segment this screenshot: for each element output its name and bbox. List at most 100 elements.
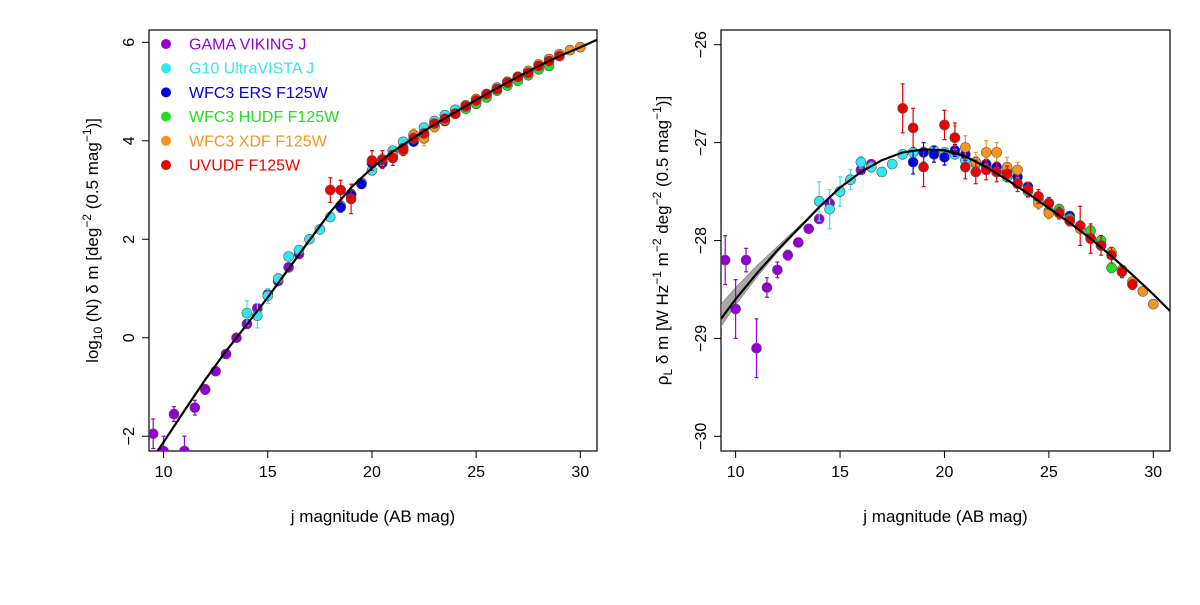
y-axis-title-part: L bbox=[661, 369, 675, 376]
y-tick-label: 0 bbox=[121, 333, 138, 342]
y-axis-title-part: m bbox=[653, 252, 672, 271]
x-tick-label: 30 bbox=[571, 464, 589, 481]
data-point bbox=[345, 193, 357, 205]
legend-label: WFC3 XDF F125W bbox=[189, 133, 328, 150]
data-point bbox=[1137, 286, 1149, 297]
x-tick-label: 15 bbox=[259, 464, 277, 481]
fit-curve bbox=[156, 38, 597, 451]
x-axis-title: j magnitude (AB mag) bbox=[290, 507, 455, 526]
data-point bbox=[1012, 164, 1023, 176]
plot-frame bbox=[148, 29, 598, 452]
y-axis-title-part: −1 bbox=[650, 271, 664, 285]
data-point bbox=[168, 408, 180, 420]
data-point bbox=[730, 303, 741, 315]
y-tick-label: 4 bbox=[121, 136, 138, 145]
data-point bbox=[1106, 262, 1117, 274]
x-tick-label: 20 bbox=[363, 464, 381, 481]
legend-marker bbox=[161, 160, 171, 170]
data-point bbox=[803, 223, 815, 235]
data-point bbox=[772, 264, 783, 276]
y-axis-title-part: )] bbox=[83, 118, 102, 128]
data-point bbox=[1127, 279, 1138, 290]
data-point bbox=[855, 156, 867, 168]
y-axis-title-part: −2 bbox=[650, 191, 664, 205]
data-point bbox=[761, 282, 773, 293]
y-axis-title-part: log bbox=[83, 340, 102, 363]
legend-marker bbox=[161, 111, 171, 122]
y-axis-title-part: deg bbox=[653, 205, 672, 238]
y-axis-title-part: )] bbox=[653, 96, 672, 106]
x-tick-label: 10 bbox=[155, 464, 173, 481]
data-point bbox=[335, 184, 347, 196]
legend-marker bbox=[161, 87, 171, 98]
y-axis-title-part: δ m [W Hz bbox=[653, 285, 672, 369]
data-point bbox=[189, 402, 201, 413]
legend-label: GAMA VIKING J bbox=[189, 37, 306, 54]
y-tick-label: 6 bbox=[121, 38, 138, 47]
data-point bbox=[387, 152, 399, 164]
y-axis-title: log10 (N) δ m [deg−2 (0.5 mag−1)] bbox=[80, 118, 105, 363]
y-tick-label: −28 bbox=[693, 227, 710, 254]
right-panel-luminosity-density: 10 15 20 25 30 −30 −29 −28 −27 −26 j magnitude (AB… bbox=[650, 29, 1171, 526]
data-point bbox=[149, 428, 159, 440]
y-axis-title-part: −2 bbox=[80, 214, 94, 228]
legend-marker bbox=[161, 135, 171, 146]
y-axis-title-part: −1 bbox=[80, 128, 94, 142]
y-tick-label: −27 bbox=[693, 129, 710, 156]
data-point bbox=[939, 119, 950, 131]
data-point bbox=[179, 445, 190, 451]
y-tick-label: −29 bbox=[693, 325, 710, 352]
data-point bbox=[220, 348, 232, 360]
data-point bbox=[960, 161, 971, 173]
y-axis-title-part: 10 bbox=[91, 327, 105, 341]
x-tick-label: 25 bbox=[1040, 464, 1058, 481]
data-point bbox=[1095, 240, 1107, 251]
series-wfc3-xdf-f125w bbox=[949, 125, 1159, 310]
x-axis-title: j magnitude (AB mag) bbox=[862, 507, 1027, 526]
legend-label: WFC3 HUDF F125W bbox=[189, 109, 340, 126]
data-point bbox=[907, 156, 919, 168]
legend-marker bbox=[161, 63, 171, 74]
data-layer bbox=[149, 38, 597, 451]
x-tick-label: 15 bbox=[831, 464, 849, 481]
y-tick-label: 2 bbox=[121, 235, 138, 244]
data-point bbox=[792, 237, 804, 248]
data-point bbox=[907, 122, 919, 134]
x-tick-label: 30 bbox=[1144, 464, 1162, 481]
legend-label: G10 UltraVISTA J bbox=[189, 61, 314, 78]
y-tick-label: −2 bbox=[121, 427, 138, 445]
data-point bbox=[740, 254, 752, 266]
data-point bbox=[939, 151, 950, 163]
legend-label: UVUDF F125W bbox=[189, 158, 301, 175]
data-point bbox=[918, 161, 929, 173]
x-tick-label: 10 bbox=[727, 464, 745, 481]
data-point bbox=[366, 155, 378, 166]
y-tick-label: −30 bbox=[693, 423, 710, 450]
y-axis-title-part: −2 bbox=[650, 238, 664, 252]
data-point bbox=[897, 103, 908, 114]
data-point bbox=[886, 158, 898, 170]
data-point bbox=[1147, 298, 1159, 310]
y-tick-label: −26 bbox=[693, 31, 710, 58]
data-point bbox=[721, 254, 731, 266]
x-tick-label: 20 bbox=[936, 464, 954, 481]
y-axis-title-part: (0.5 mag bbox=[83, 142, 102, 214]
legend-marker bbox=[161, 39, 171, 49]
y-axis-title-part: (0.5 mag bbox=[653, 120, 672, 192]
y-axis-title: ρL δ m [W Hz−1 m−2 deg−2 (0.5 mag−1)] bbox=[650, 96, 675, 385]
data-point bbox=[751, 342, 762, 354]
data-point bbox=[241, 307, 253, 319]
data-point bbox=[960, 142, 971, 153]
legend-label: WFC3 ERS F125W bbox=[189, 85, 329, 102]
data-point bbox=[283, 251, 294, 262]
x-tick-label: 25 bbox=[467, 464, 485, 481]
data-point bbox=[199, 384, 211, 395]
data-point bbox=[824, 203, 835, 215]
data-point bbox=[970, 166, 982, 178]
data-point bbox=[980, 147, 992, 158]
legend: GAMA VIKING J G10 UltraVISTA J WFC3 ERS F1… bbox=[161, 37, 340, 175]
data-point bbox=[324, 184, 336, 196]
